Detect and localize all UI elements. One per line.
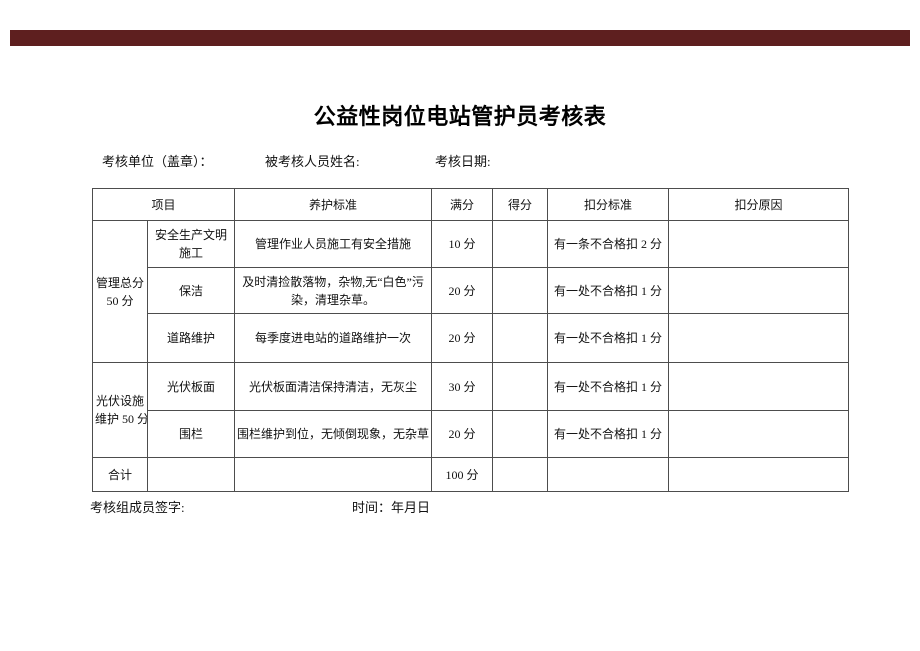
group-management-line1: 管理总分 [95,275,144,290]
page-title: 公益性岗位电站管护员考核表 [313,104,607,129]
cell-deduction-standard: 有一处不合格扣 1 分 [547,267,670,314]
cell-deduction-standard: 有一处不合格扣 1 分 [547,410,670,458]
table-row: 管理总分 50 分 安全生产文明施工 管理作业人员施工有安全措施 10 分 有一… [92,220,850,363]
cell-full-score: 20 分 [431,267,494,314]
cell-standard: 每季度进电站的道路维护一次 [234,313,433,363]
assess-unit-label: 考核单位（盖章）： [102,154,213,169]
table-row: 保洁 及时清捡散落物，杂物,无“白色”污染，清理杂草。 20 分 有一处不合格扣… [93,267,850,314]
cell-full-score: 20 分 [431,410,494,458]
cell-item [146,457,236,492]
cell-score [492,457,549,492]
group-management-line2: 50 分 [106,293,134,308]
cell-deduction-reason [668,267,850,314]
header-deduction-standard: 扣分标准 [547,188,670,221]
cell-standard: 管理作业人员施工有安全措施 [234,220,433,268]
cell-score [492,220,549,268]
table-row: 光伏设施 维护 50 分 光伏板面 光伏板面清洁保持清洁，无灰尘 30 分 有一… [92,362,850,458]
cell-deduction-reason [668,220,850,268]
cell-score [492,267,549,314]
group-cell-pv-facility: 光伏设施 维护 50 分 [92,362,148,458]
table-header-row: 项目 养护标准 满分 得分 扣分标准 扣分原因 [91,188,850,221]
cell-deduction-standard: 有一条不合格扣 2 分 [547,220,670,268]
table-row: 道路维护 每季度进电站的道路维护一次 20 分 有一处不合格扣 1 分 [93,313,850,363]
signature-label: 考核组成员签字: [90,500,185,515]
cell-standard [234,457,433,492]
cell-deduction-standard [547,457,670,492]
header-score: 得分 [492,188,549,221]
header-full-score: 满分 [431,188,494,221]
header-project: 项目 [91,188,236,221]
assessed-person-label: 被考核人员姓名: [265,154,360,169]
cell-item: 围栏 [146,410,236,458]
total-full-score-cell: 100 分 [431,457,494,492]
cell-deduction-reason [668,313,850,363]
total-row: 合计 100 分 [92,457,850,492]
group-pv-line2: 维护 50 分 [95,412,148,426]
cell-score [492,313,549,363]
cell-deduction-standard: 有一处不合格扣 1 分 [547,362,670,411]
cell-item: 道路维护 [146,313,236,363]
cell-deduction-standard: 有一处不合格扣 1 分 [547,313,670,363]
assessment-table: 项目 养护标准 满分 得分 扣分标准 扣分原因 管理总分 50 分 安全生产文明… [91,188,850,492]
table-row: 围栏 围栏维护到位，无倾倒现象，无杂草 20 分 有一处不合格扣 1 分 [93,410,850,458]
cell-standard: 围栏维护到位，无倾倒现象，无杂草 [234,410,433,458]
cell-deduction-reason [668,410,850,458]
group-pv-line1: 光伏设施 [95,394,144,408]
cell-item: 光伏板面 [146,362,236,411]
cell-standard: 光伏板面清洁保持清洁，无灰尘 [234,362,433,411]
header-deduction-reason: 扣分原因 [668,188,850,221]
total-label-cell: 合计 [92,457,148,492]
cell-item: 安全生产文明施工 [146,220,236,268]
cell-score [492,410,549,458]
cell-deduction-reason [668,362,850,411]
cell-full-score: 10 分 [431,220,494,268]
cell-score [492,362,549,411]
assess-date-label: 考核日期: [435,154,491,169]
top-divider-bar [10,30,910,46]
cell-deduction-reason [668,457,850,492]
cell-item: 保洁 [146,267,236,314]
group-cell-management: 管理总分 50 分 [92,220,148,363]
cell-standard: 及时清捡散落物，杂物,无“白色”污染，清理杂草。 [234,267,433,314]
time-label: 时间：年月日 [352,500,431,515]
header-standard: 养护标准 [234,188,433,221]
cell-full-score: 20 分 [431,313,494,363]
cell-full-score: 30 分 [431,362,494,411]
